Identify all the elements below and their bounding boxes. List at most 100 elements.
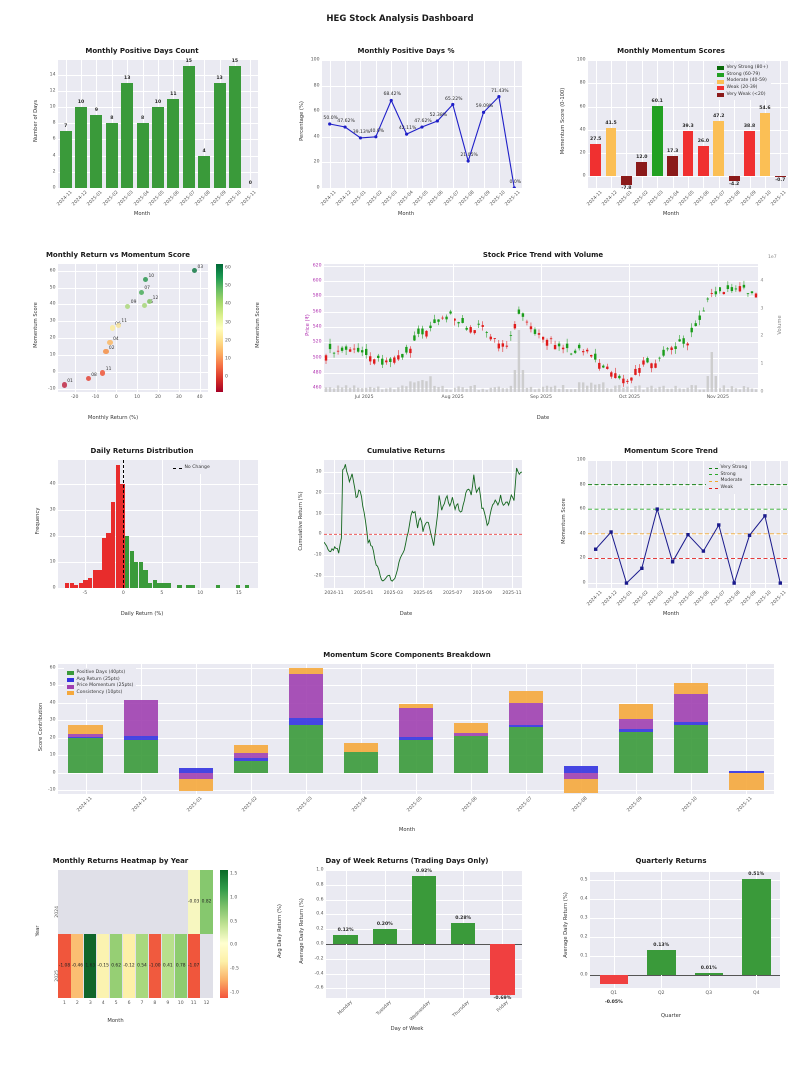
gridline [746, 664, 748, 794]
gridline [590, 899, 780, 901]
x-axis-tick: 2025-07 [708, 589, 727, 607]
histogram-bin [152, 580, 157, 588]
scatter-point-label: 03 [197, 264, 204, 270]
legend-swatch [717, 72, 724, 77]
heatmap-value: 1.63 [85, 963, 96, 969]
plot-area: 0 20 40 60 80 100 2024-11 2024-12 2025-01 2025-02… [577, 458, 788, 607]
histogram-bin [83, 580, 88, 588]
gridline [452, 264, 454, 392]
histogram-bin [69, 582, 74, 588]
heatmap-value: -0.15 [97, 963, 109, 969]
x-axis-tick: 2025-06 [427, 189, 445, 207]
gridline [393, 460, 395, 588]
gridline [199, 264, 201, 392]
gridline [468, 60, 469, 188]
gridline [84, 460, 86, 588]
chart-title: Momentum Score Trend [624, 447, 718, 455]
gridline [238, 460, 240, 588]
histogram-bin [120, 483, 125, 588]
point-value-label: 71.43% [491, 88, 509, 94]
x-axis-tick: 10 [134, 394, 141, 400]
y-axis-tick: 100 [310, 57, 320, 63]
x-axis-label: Month [398, 827, 416, 833]
chart-title: Cumulative Returns [366, 447, 446, 455]
gridline [58, 338, 208, 339]
x-axis-tick: 2025-03 [117, 189, 135, 207]
x-axis-tick: 2025-07 [443, 590, 463, 596]
x-axis-tick: 2025-10 [755, 189, 773, 207]
scatter-point-label: 07 [144, 286, 150, 292]
y-axis-label: Year [35, 925, 41, 937]
gridline [95, 264, 97, 392]
bar-value-label: 0.28% [455, 916, 472, 922]
stack-segment [454, 736, 489, 773]
y-axis-tick: 10 [49, 352, 56, 358]
scatter-point-label: 04 [113, 336, 119, 342]
y-axis-tick: 30 [49, 507, 56, 513]
histogram-bin [157, 582, 162, 588]
legend-swatch [709, 467, 718, 469]
y-axis-tick: 540 [312, 324, 322, 330]
heatmap-cell [71, 934, 84, 998]
gridline [703, 60, 705, 188]
stack-segment [509, 702, 544, 725]
y-axis-tick: 0 [52, 185, 56, 191]
gridline [58, 483, 258, 485]
histogram-bin [124, 535, 130, 588]
heatmap-cell [135, 870, 149, 934]
scatter-point-11 [115, 322, 121, 329]
x-axis-tick: 2025-08 [458, 189, 476, 207]
x-axis-tick: 2025-02 [632, 589, 650, 607]
stack-segment [619, 731, 654, 773]
y-axis-tick: 0.2 [580, 934, 588, 940]
x-axis-tick: 2025-01 [185, 795, 203, 813]
y-axis-tick: 20 [313, 159, 320, 165]
stack-segment [343, 751, 378, 773]
bar-value-label: -0.05% [604, 1000, 623, 1006]
gridline [58, 287, 208, 289]
y-axis-tick: -0.6 [314, 985, 324, 991]
gridline [360, 664, 362, 794]
bar-2024-11 [590, 144, 602, 177]
x-axis-tick: 2025-11 [240, 189, 258, 207]
bar-value-label: 15 [231, 59, 239, 65]
y-axis-tick: 30 [315, 469, 322, 475]
gridline [780, 460, 781, 588]
chart-momentum-score-components: Momentum Score Components Breakdown -10 0… [18, 651, 796, 837]
gridline [360, 60, 362, 188]
gridline [452, 60, 454, 188]
x-axis-tick: 2025-01 [616, 189, 634, 207]
gridline [322, 188, 522, 189]
legend-swatch [709, 487, 718, 489]
legend-swatch [173, 467, 182, 469]
gridline [541, 264, 542, 392]
bar-2025-06 [698, 146, 709, 177]
plot-area: -0.03 0.82 2024 -1.08 -0.46 1.63 -0.15 0.62 -0.1… [56, 870, 213, 1006]
bar-2025-06 [167, 98, 180, 188]
legend-item: Very Weak (<20) [717, 92, 768, 99]
colorbar-label: Momentum Score [255, 302, 261, 348]
y-axis-label: Average Daily Return (%) [563, 892, 569, 958]
bar-2025-02 [636, 162, 648, 177]
x-axis-label: Monthly Return (%) [87, 415, 139, 421]
x-axis-label: Month [397, 211, 415, 217]
histogram-bin [74, 585, 79, 588]
y-axis-tick: 0 [318, 531, 322, 537]
stack-segment [68, 724, 103, 735]
x-axis-tick: 20 [155, 394, 161, 400]
y-axis-tick: 620 [312, 263, 322, 269]
x-axis-tick: 2025-08 [724, 589, 742, 607]
chart-monthly-return-vs-momentum: Monthly Return vs Momentum Score -10 0 10 2… [18, 251, 280, 422]
heatmap-value: 0.82 [201, 899, 212, 905]
x-axis-tick: 2024-11 [55, 189, 73, 207]
colorbar-tick: 30 [225, 320, 231, 325]
y-axis-tick: -10 [47, 386, 56, 392]
y2-exponent: 1e7 [768, 255, 777, 260]
heatmap-cell [84, 870, 97, 934]
stack-segment [564, 779, 599, 794]
bar-value-label: 27.5 [590, 137, 602, 143]
gridline [661, 872, 662, 988]
bar-value-label: 41.5 [605, 121, 617, 127]
x-axis-tick: 2025-09 [626, 795, 644, 813]
chart-title: Daily Returns Distribution [90, 447, 194, 455]
